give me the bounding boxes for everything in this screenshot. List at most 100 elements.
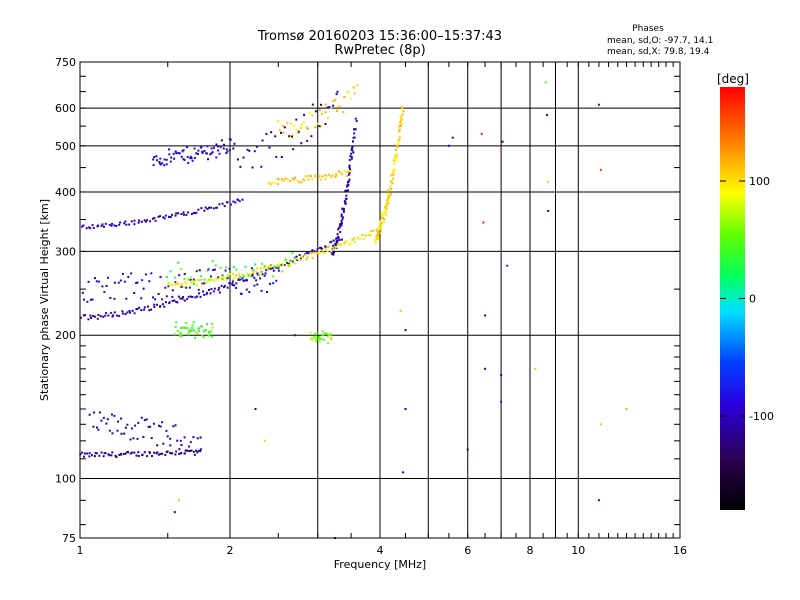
data-point (143, 419, 146, 422)
data-point (204, 206, 207, 209)
data-point (216, 278, 219, 281)
data-point (113, 297, 116, 300)
y-tick-label: 500 (55, 140, 76, 153)
data-point (398, 126, 401, 129)
data-point (191, 159, 194, 162)
data-point (197, 152, 199, 155)
data-point (220, 278, 223, 281)
data-point (228, 267, 231, 270)
data-point (124, 313, 127, 316)
data-point (174, 283, 177, 286)
data-point (174, 281, 177, 284)
data-point (187, 295, 190, 298)
data-point (134, 424, 137, 427)
data-point (357, 237, 360, 240)
data-point (344, 200, 347, 203)
data-point (156, 159, 159, 162)
data-point (181, 326, 184, 329)
data-point (291, 135, 293, 138)
data-point (177, 295, 180, 298)
data-point (133, 451, 136, 454)
data-point (192, 329, 195, 332)
data-point (235, 268, 238, 271)
data-point (341, 207, 344, 210)
data-point (395, 154, 398, 157)
data-point (185, 286, 188, 289)
data-point (399, 115, 402, 118)
data-point (338, 170, 341, 173)
data-point (303, 121, 306, 124)
data-point (110, 224, 113, 227)
data-point (109, 297, 112, 299)
data-point (127, 451, 130, 454)
data-point (380, 221, 383, 224)
data-point (118, 223, 121, 226)
data-point (256, 283, 259, 286)
data-point (189, 157, 192, 160)
data-point (335, 93, 338, 96)
data-point (286, 261, 289, 264)
phase-info-x: mean, sd,X: 79.8, 19.4 (607, 47, 710, 57)
data-point (197, 449, 200, 452)
data-point (400, 119, 403, 122)
data-point (383, 211, 386, 214)
data-point (283, 126, 286, 129)
data-point (261, 273, 264, 276)
data-point (114, 454, 117, 457)
data-point (120, 432, 123, 435)
data-point (252, 269, 255, 272)
data-point (320, 126, 323, 129)
data-point (318, 250, 321, 253)
data-point (336, 233, 339, 236)
data-point (384, 203, 387, 206)
data-point (95, 280, 98, 283)
data-point (389, 185, 392, 188)
data-point (83, 455, 85, 458)
data-point (599, 423, 602, 426)
data-point (96, 426, 98, 429)
data-point (293, 257, 296, 260)
data-point (182, 158, 185, 161)
data-point (179, 326, 182, 329)
data-point (187, 333, 190, 336)
data-point (305, 126, 308, 129)
data-point (352, 86, 355, 89)
data-point (353, 237, 356, 240)
data-point (190, 449, 193, 452)
data-point (386, 200, 388, 203)
data-point (316, 122, 319, 125)
data-point (128, 310, 131, 312)
data-point (181, 297, 184, 300)
data-point (167, 283, 170, 286)
data-point (79, 316, 82, 319)
data-point (296, 259, 299, 261)
data-point (253, 276, 256, 279)
data-point (254, 263, 257, 266)
data-point (506, 264, 509, 267)
data-point (315, 332, 318, 335)
data-point (123, 280, 126, 283)
data-point (235, 287, 238, 289)
data-point (140, 297, 143, 300)
data-point (148, 452, 151, 455)
data-point (111, 432, 114, 435)
data-point (256, 272, 259, 275)
data-point (281, 124, 284, 127)
x-tick-label: 1 (77, 544, 84, 557)
data-point (173, 157, 176, 160)
data-point (152, 422, 155, 425)
data-point (188, 450, 191, 452)
data-point (106, 418, 109, 421)
data-point (229, 273, 232, 276)
data-point (326, 342, 329, 345)
data-point (370, 230, 373, 232)
data-point (347, 180, 350, 183)
data-point (328, 173, 331, 176)
data-point (324, 247, 327, 250)
data-point (174, 150, 177, 153)
data-point (320, 103, 322, 106)
data-point (211, 335, 214, 338)
data-point (205, 329, 208, 331)
data-point (342, 216, 345, 219)
data-point (188, 286, 191, 289)
